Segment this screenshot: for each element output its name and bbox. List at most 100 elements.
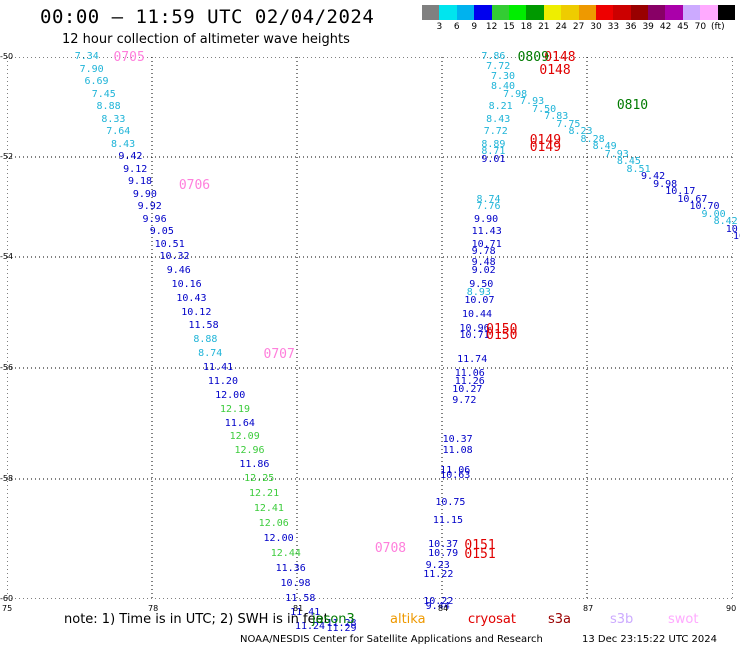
footer-note: note: 1) Time is in UTC; 2) SWH is in fe… xyxy=(64,612,329,627)
color-swatch xyxy=(526,5,544,20)
longitude-tick-label: 90 xyxy=(726,604,737,613)
wave-height-observation: 11.74 xyxy=(457,353,488,365)
wave-height-observation: 11.64 xyxy=(224,417,255,429)
wave-height-observation: 12.00 xyxy=(215,389,246,401)
latitude-tick-label: -56 xyxy=(0,363,14,372)
wave-height-observation: 10.17 xyxy=(665,186,696,197)
wave-height-observation: 8.71 xyxy=(481,146,506,157)
longitude-tick-label: 81 xyxy=(293,604,304,613)
satellite-legend-s3a: s3a xyxy=(548,612,572,627)
wave-height-observation: 10.23 xyxy=(733,231,740,242)
wave-height-observation: 9.98 xyxy=(653,178,678,190)
wave-height-observation: 7.93 xyxy=(520,96,545,107)
wave-height-observation: 12.09 xyxy=(229,431,260,443)
wave-height-observation: 8.49 xyxy=(592,141,617,152)
color-scale-tick: 12 xyxy=(485,22,498,32)
wave-height-observation: 7.83 xyxy=(544,111,569,122)
wave-height-observation: 8.28 xyxy=(580,133,605,145)
wave-height-observation: 9.72 xyxy=(452,395,477,407)
wave-height-observation: 10.70 xyxy=(689,201,720,212)
wave-height-observation: 7.86 xyxy=(481,51,506,62)
wave-height-observation: 11.06 xyxy=(440,464,471,476)
color-swatch xyxy=(508,5,527,20)
wave-height-observation: 10.63 xyxy=(440,470,471,482)
pass-time-label: 0810 xyxy=(616,97,649,113)
color-swatch xyxy=(630,5,649,20)
color-scale-tick: 33 xyxy=(607,22,620,32)
color-swatch xyxy=(595,5,614,20)
color-swatch xyxy=(665,5,683,20)
wave-height-observation: 12.00 xyxy=(263,533,294,544)
color-scale-tick: 18 xyxy=(520,22,533,32)
longitude-tick-label: 78 xyxy=(148,604,159,613)
wave-height-observation: 11.28 xyxy=(326,617,357,629)
wave-height-observation: 8.51 xyxy=(626,163,651,175)
latitude-tick-label: -54 xyxy=(0,252,14,261)
wave-height-observation: 10.19 xyxy=(725,223,740,235)
wave-height-observation: 11.58 xyxy=(285,593,316,604)
pass-time-label: 0707 xyxy=(263,347,295,363)
pass-time-label: 0150 xyxy=(486,322,518,338)
wave-height-observation: 10.67 xyxy=(677,193,708,205)
wave-height-observation: 10.71 xyxy=(459,329,490,341)
wave-height-observation: 9.42 xyxy=(118,151,143,162)
wave-height-observation: 10.22 xyxy=(423,595,454,607)
map-plot-area: 7.34 7.90 6.69 7.45 8.88 8.33 7.64 8.43 9.42 9.12… xyxy=(7,51,740,634)
color-swatch xyxy=(543,5,562,20)
color-swatch xyxy=(561,5,579,20)
color-swatch xyxy=(422,5,440,20)
color-swatch xyxy=(648,5,666,20)
pass-time-label: 0708 xyxy=(374,541,407,556)
latitude-tick-label: -58 xyxy=(0,474,14,483)
wave-height-observation: 11.36 xyxy=(275,563,306,574)
color-scale-tick: 3 xyxy=(436,22,443,32)
wave-height-observation: 8.43 xyxy=(111,138,136,150)
wave-height-observation: 10.96 xyxy=(459,323,490,335)
wave-height-observation: 12.21 xyxy=(249,488,280,499)
wave-height-observation: 10.98 xyxy=(280,578,311,589)
wave-height-observation: 9.01 xyxy=(481,153,506,165)
color-scale-tick: 21 xyxy=(538,22,550,32)
color-swatch xyxy=(491,5,509,20)
wave-height-observation: 10.37 xyxy=(442,434,473,446)
wave-height-observation: 7.90 xyxy=(79,63,104,75)
wave-height-observation: 7.34 xyxy=(74,51,99,62)
wave-height-observation: 11.20 xyxy=(207,375,238,387)
wave-height-observation: 8.88 xyxy=(96,101,121,112)
wave-height-observation: 12.06 xyxy=(258,518,289,529)
wave-height-observation: 10.44 xyxy=(461,309,493,321)
wave-height-observation: 8.42 xyxy=(713,216,738,227)
wave-height-observation: 10.79 xyxy=(428,548,459,559)
wave-height-observation: 11.06 xyxy=(454,367,485,379)
wave-height-observation: 11.15 xyxy=(432,515,464,526)
wave-height-observation: 9.90 xyxy=(132,188,157,200)
wave-height-observation: 10.32 xyxy=(159,251,190,262)
credit-line: NOAA/NESDIS Center for Satellite Applica… xyxy=(240,634,543,645)
wave-height-observation: 8.74 xyxy=(476,193,501,205)
wave-height-observation: 6.69 xyxy=(84,76,109,87)
wave-height-observation: 9.23 xyxy=(425,560,450,571)
wave-height-observation: 10.16 xyxy=(171,278,202,290)
wave-height-observation: 10.75 xyxy=(435,497,466,508)
wave-height-observation: 9.96 xyxy=(142,213,167,225)
color-swatch xyxy=(700,5,718,20)
color-swatch xyxy=(474,5,492,20)
wave-height-observation: 10.71 xyxy=(471,238,502,250)
wave-height-observation: 7.76 xyxy=(476,201,501,212)
color-scale-tick: 45 xyxy=(677,22,689,32)
satellite-legend-s3b: s3b xyxy=(610,612,634,627)
wave-height-observation: 8.43 xyxy=(486,113,511,125)
generation-timestamp: 13 Dec 23:15:22 UTC 2024 xyxy=(582,634,717,645)
wave-height-observation: 12.25 xyxy=(244,473,275,484)
color-scale-tick: 39 xyxy=(642,22,654,32)
wave-height-observation: 11.26 xyxy=(454,375,485,387)
wave-height-observation: 7.98 xyxy=(503,88,528,100)
satellite-legend-jason3: jason3 xyxy=(312,612,355,627)
wave-height-observation: 8.45 xyxy=(616,156,641,167)
color-scale-tick: 6 xyxy=(453,22,460,32)
wave-height-observation: 9.78 xyxy=(471,246,496,257)
wave-height-observation: 7.72 xyxy=(483,126,508,137)
wave-height-observation: 11.58 xyxy=(188,320,219,332)
wave-height-observation: 8.89 xyxy=(481,138,506,150)
pass-time-label: 0150 xyxy=(486,327,518,343)
